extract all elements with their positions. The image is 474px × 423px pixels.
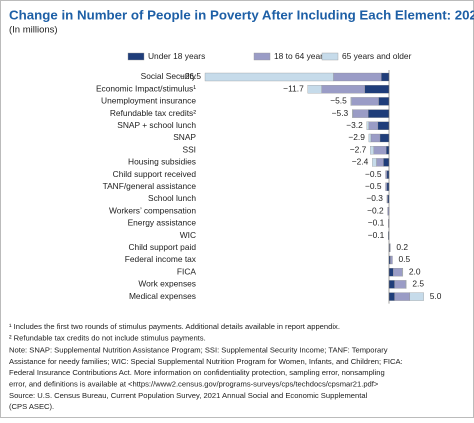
bar-segment [388, 268, 394, 277]
bar-segment [379, 133, 390, 143]
total-label: 2.5 [412, 279, 424, 289]
category-label: Social Security [141, 71, 197, 81]
category-label: Housing subsidies [128, 157, 196, 167]
bar-segment [204, 72, 334, 82]
bar-segment [377, 121, 390, 130]
total-label: 5.0 [430, 291, 442, 301]
total-label: −0.5 [365, 181, 382, 191]
bar-segment [385, 170, 388, 179]
footnote: Source: U.S. Census Bureau, Current Popu… [9, 391, 368, 400]
bar-segment [385, 182, 388, 191]
category-label: Unemployment insurance [101, 96, 196, 106]
footnote: ² Refundable tax credits do not include … [9, 333, 206, 342]
legend-label: 18 to 64 years [274, 51, 327, 61]
total-label: −2.4 [352, 157, 369, 167]
category-label: Workers’ compensation [109, 205, 196, 215]
legend-swatch [321, 52, 339, 61]
bar-segment [394, 280, 406, 289]
total-label: −0.1 [368, 230, 385, 240]
category-label: Work expenses [138, 279, 196, 289]
bar-segment [389, 243, 391, 252]
bar-segment [388, 280, 395, 289]
bar-segment [386, 146, 390, 155]
total-label: −2.7 [350, 144, 367, 154]
bar-segment [386, 194, 388, 204]
footnote: ¹ Includes the first two rounds of stimu… [9, 322, 340, 331]
bar-segment [333, 72, 382, 82]
legend-label: 65 years and older [342, 51, 412, 61]
bar-segment [368, 109, 390, 118]
total-label: −0.5 [365, 169, 382, 179]
chart-title: Change in Number of People in Poverty Af… [9, 8, 474, 23]
category-label: Energy assistance [128, 218, 197, 228]
category-label: Refundable tax credits² [110, 108, 196, 118]
bar-segment [370, 133, 381, 143]
bar-segment [393, 268, 403, 277]
total-label: −0.2 [367, 205, 384, 215]
bar-segment [364, 85, 390, 94]
total-label: −5.5 [330, 96, 347, 106]
category-label: SNAP + school lunch [117, 120, 196, 130]
category-label: FICA [177, 266, 196, 276]
bar-segment [352, 109, 369, 118]
bar-segment [376, 158, 384, 167]
category-label: Child support paid [128, 242, 196, 252]
footnote: Federal Insurance Contributions Act. Mor… [9, 368, 385, 377]
category-label: Federal income tax [125, 254, 197, 264]
bar-segment [378, 97, 390, 106]
total-label: 2.0 [409, 266, 421, 276]
bar-segment [405, 280, 407, 289]
bar-segment [368, 133, 372, 143]
category-label: School lunch [148, 193, 196, 203]
category-label: TANF/general assistance [103, 181, 197, 191]
bar-segment [402, 268, 404, 277]
category-label: WIC [180, 230, 196, 240]
footnote: (CPS ASEC). [9, 402, 54, 411]
bar-segment [373, 146, 387, 155]
total-label: −0.1 [368, 218, 385, 228]
footnote: error, and definitions is available at <… [9, 380, 379, 389]
bar-segment [366, 121, 370, 130]
category-label: Medical expenses [129, 291, 196, 301]
legend-label: Under 18 years [148, 51, 205, 61]
bar-segment [350, 97, 352, 106]
bar-segment [368, 121, 379, 130]
category-label: Economic Impact/stimulus¹ [96, 83, 196, 93]
total-label: −11.7 [283, 83, 304, 93]
bar-segment [383, 158, 390, 167]
legend-swatch [253, 52, 271, 61]
legend-swatch [127, 52, 145, 61]
bar-segment [388, 292, 395, 301]
category-label: SSI [183, 144, 197, 154]
bar-segment [351, 97, 379, 106]
total-label: −3.2 [346, 120, 363, 130]
total-label: 0.5 [398, 254, 410, 264]
total-label: −5.3 [332, 108, 349, 118]
bar-segment [307, 85, 322, 94]
total-label: −2.9 [348, 132, 365, 142]
total-label: 0.2 [396, 242, 408, 252]
category-label: Child support received [113, 169, 197, 179]
bar-segment [394, 292, 410, 301]
bar-segment [386, 182, 390, 191]
bar-segment [381, 72, 390, 82]
total-label: −26.5 [180, 71, 202, 81]
chart-subtitle: (In millions) [9, 25, 58, 36]
bar-segment [372, 158, 377, 167]
total-label: −0.3 [366, 193, 383, 203]
bar-segment [352, 109, 354, 118]
footnote: Note: SNAP: Supplemental Nutrition Assis… [9, 346, 388, 355]
footnote: Assistance for needy families; WIC: Spec… [9, 357, 403, 366]
bar-segment [321, 85, 365, 94]
bar-segment [386, 170, 390, 179]
bar-segment [409, 292, 424, 301]
bar-segment [370, 146, 374, 155]
category-label: SNAP [173, 132, 196, 142]
bar-segment [390, 255, 393, 265]
